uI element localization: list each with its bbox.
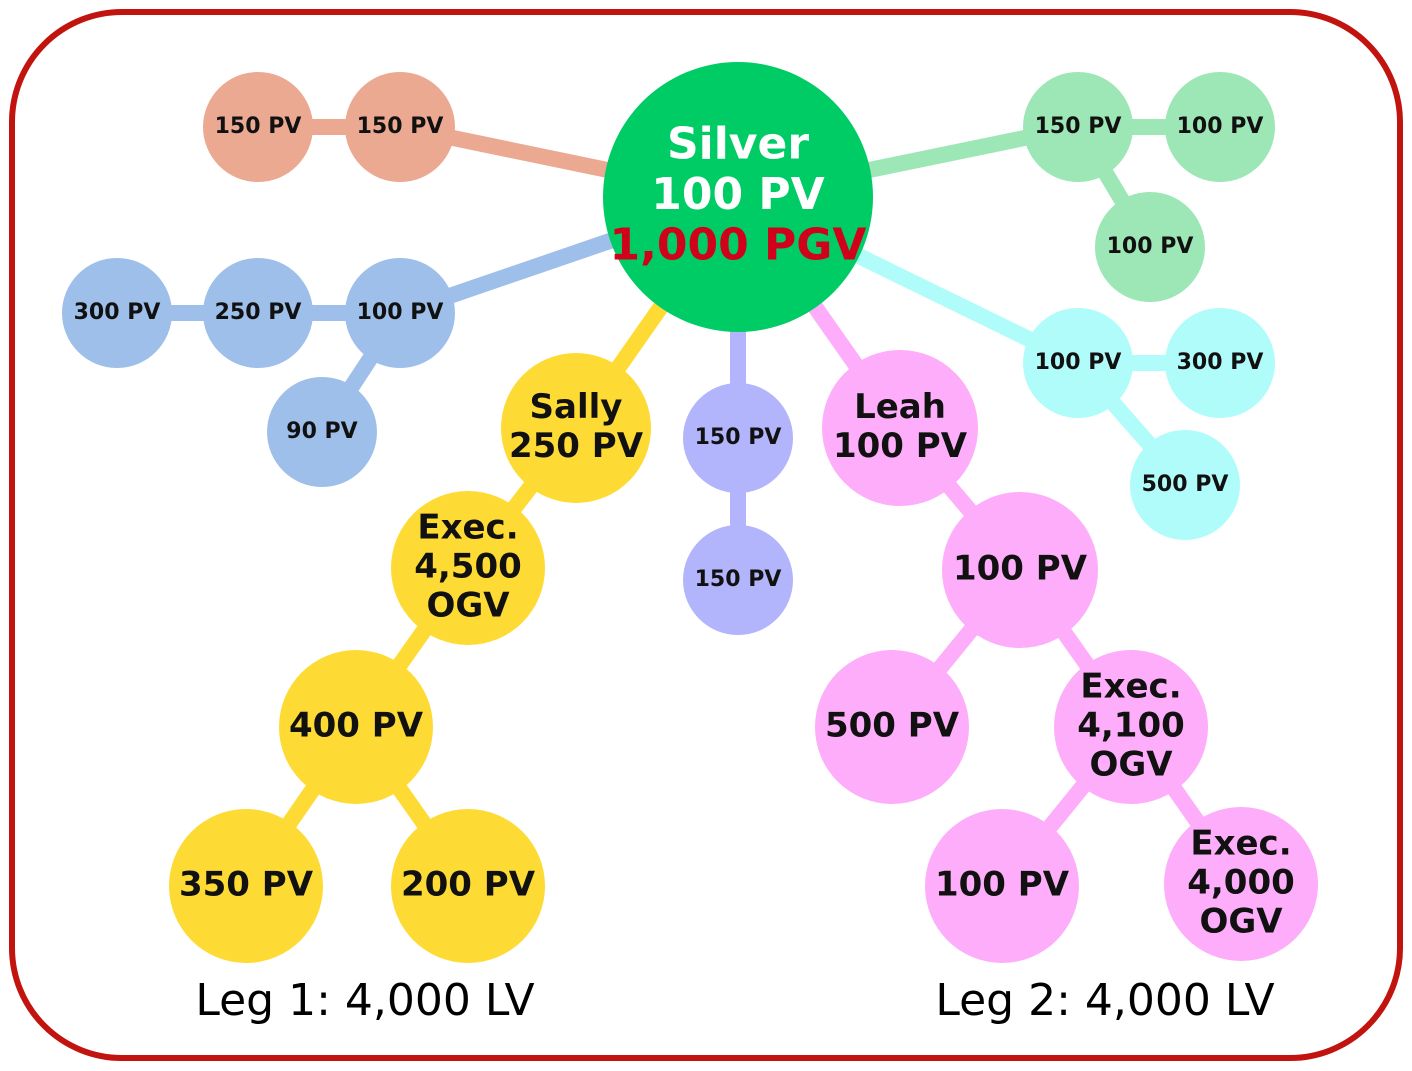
node-label: OGV: [426, 586, 510, 626]
node-label: 400 PV: [289, 706, 424, 746]
node-label: OGV: [1199, 902, 1283, 942]
node-label: Silver: [667, 118, 809, 169]
node: [942, 492, 1098, 648]
node-label: 100 PV: [357, 300, 444, 325]
node: [279, 650, 433, 804]
node: [203, 72, 313, 182]
node: [391, 809, 545, 963]
leg-label: Leg 2: 4,000 LV: [935, 975, 1274, 1026]
node-label: Exec.: [417, 507, 518, 547]
node-label: 4,500: [414, 547, 522, 587]
node-label: 1,000 PGV: [610, 220, 867, 271]
node-label: 150 PV: [695, 425, 782, 450]
node: [1130, 430, 1240, 540]
node: [267, 377, 377, 487]
node-label: 150 PV: [357, 114, 444, 139]
node: [391, 491, 545, 645]
node-label: 300 PV: [1177, 350, 1264, 375]
leg-label: Leg 1: 4,000 LV: [195, 975, 534, 1026]
node-label: 4,000: [1187, 863, 1295, 903]
node-label: 90 PV: [286, 419, 357, 444]
node: [1164, 807, 1318, 961]
node-label: 300 PV: [74, 300, 161, 325]
node: [925, 809, 1079, 963]
node: [683, 525, 793, 635]
node-label: 150 PV: [215, 114, 302, 139]
node-label: 100 PV: [833, 426, 968, 466]
node: [1165, 308, 1275, 418]
node-label: 100 PV: [1107, 234, 1194, 259]
node: [203, 258, 313, 368]
node-label: 100 PV: [1035, 350, 1122, 375]
node: [1054, 650, 1208, 804]
node-label: 100 PV: [953, 549, 1088, 589]
node: [1023, 72, 1133, 182]
node-label: 150 PV: [695, 567, 782, 592]
node-label: 500 PV: [825, 706, 960, 746]
node-label: Sally: [530, 387, 623, 427]
node-label: 250 PV: [509, 426, 644, 466]
node-label: 100 PV: [1177, 114, 1264, 139]
node: [345, 258, 455, 368]
node: [603, 62, 873, 332]
node: [1165, 72, 1275, 182]
node-label: 350 PV: [179, 865, 314, 905]
node: [169, 809, 323, 963]
node: [501, 353, 651, 503]
node-label: 100 PV: [651, 169, 824, 220]
node-label: 100 PV: [935, 865, 1070, 905]
node-label: 500 PV: [1142, 472, 1229, 497]
node-label: 250 PV: [215, 300, 302, 325]
node-label: OGV: [1089, 745, 1173, 785]
node: [815, 650, 969, 804]
node: [1095, 192, 1205, 302]
node: [822, 350, 978, 506]
node-label: 150 PV: [1035, 114, 1122, 139]
node: [62, 258, 172, 368]
node-label: Exec.: [1080, 666, 1181, 706]
node-label: Exec.: [1190, 823, 1291, 863]
node: [683, 383, 793, 493]
node-label: 4,100: [1077, 706, 1185, 746]
node-label: Leah: [854, 387, 946, 427]
node: [1023, 308, 1133, 418]
node: [345, 72, 455, 182]
node-label: 200 PV: [401, 865, 536, 905]
